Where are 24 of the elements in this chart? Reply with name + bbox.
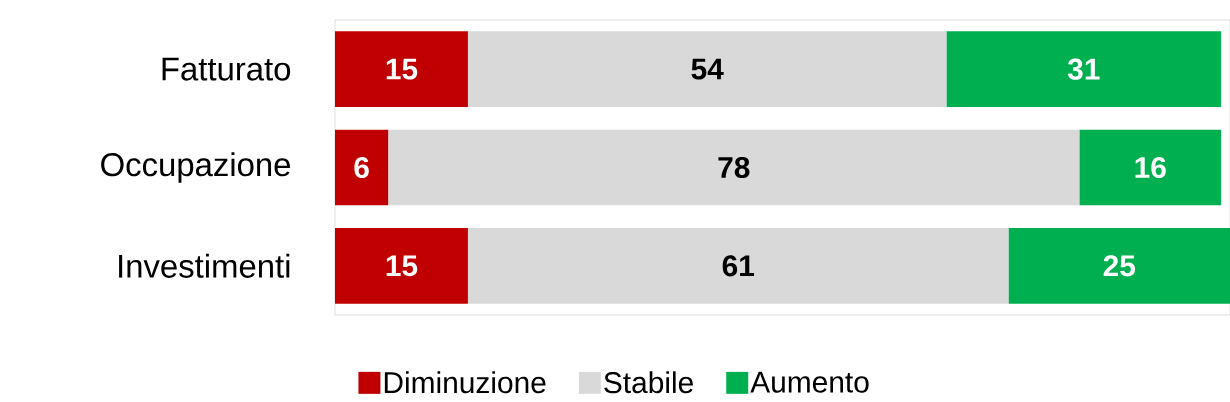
bar: [335, 129, 389, 206]
y-tick-label: Fatturato: [162, 57, 291, 81]
data-label: 25: [1103, 255, 1136, 277]
bar: [1008, 227, 1230, 304]
bar: [1079, 129, 1222, 206]
data-label: 31: [1067, 58, 1100, 80]
data-label: 78: [718, 156, 750, 179]
data-label: 15: [386, 58, 418, 80]
bar: [335, 227, 468, 304]
y-tick-label: Investimenti: [119, 253, 290, 278]
legend-label: Stabile: [604, 371, 693, 394]
data-label: 54: [691, 58, 724, 80]
bar: [467, 227, 1009, 304]
data-label: 16: [1135, 156, 1166, 179]
legend-label: Diminuzione: [384, 371, 546, 394]
y-tick-label: Occupazione: [101, 152, 290, 183]
bar: [335, 31, 468, 108]
bar: [388, 129, 1080, 206]
data-label: 15: [386, 255, 418, 277]
data-label: 61: [722, 255, 754, 277]
legend-label: Aumento: [750, 371, 869, 393]
bar: [946, 31, 1222, 108]
data-label: 6: [354, 156, 369, 179]
bar: [467, 31, 947, 108]
